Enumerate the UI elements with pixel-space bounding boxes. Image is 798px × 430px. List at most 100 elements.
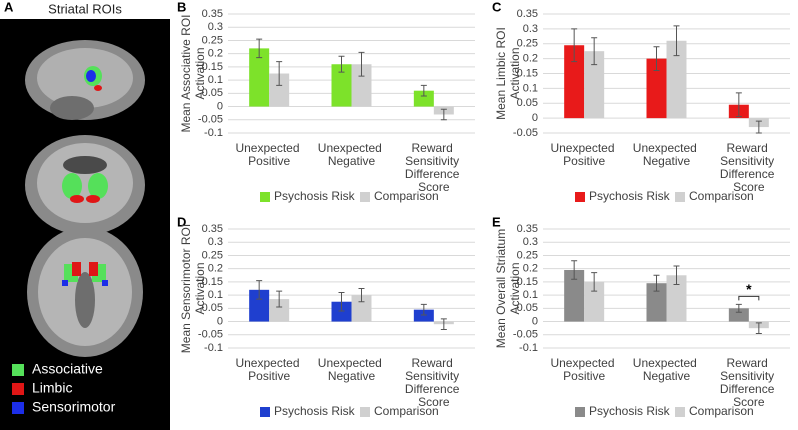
panel-letter: A: [4, 0, 14, 14]
y-tick-label: 0.2: [523, 53, 538, 65]
panel-letter: D: [177, 214, 186, 229]
bar: [331, 64, 352, 107]
panel-title: Striatal ROIs: [48, 1, 122, 16]
y-tick-label: 0: [532, 315, 538, 327]
y-tick-label: 0.1: [523, 82, 538, 94]
legend-swatch: [12, 383, 24, 395]
panel-letter: C: [492, 0, 502, 14]
y-tick-label: 0.1: [523, 289, 538, 301]
y-tick-label: 0: [217, 100, 223, 112]
y-axis-label: Activation: [508, 262, 522, 314]
x-tick-label: Reward Sensitivity Difference Score: [720, 141, 778, 194]
y-tick-label: 0.05: [517, 302, 538, 314]
bar: [728, 308, 749, 322]
bar: [584, 51, 605, 119]
legend-label: Comparison: [689, 404, 754, 418]
error-bar: [420, 303, 427, 316]
y-tick-label: 0.2: [523, 263, 538, 275]
error-bar: [653, 46, 660, 72]
error-bar: [755, 120, 762, 134]
x-tick-label: Unexpected Positive: [235, 356, 302, 383]
x-tick-label: Reward Sensitivity Difference Score: [405, 141, 463, 194]
panel-letter: B: [177, 0, 186, 14]
bar: [413, 309, 434, 322]
error-bar: [591, 272, 598, 292]
y-tick-label: 0.2: [208, 48, 223, 60]
y-axis-label: Mean Overall Striatum: [494, 229, 508, 348]
error-bar: [256, 280, 263, 300]
y-tick-label: 0.35: [517, 223, 538, 235]
x-tick-label: Unexpected Negative: [633, 356, 700, 383]
y-tick-label: 0.25: [202, 249, 223, 261]
y-tick-label: -0.1: [204, 342, 223, 354]
legend-swatch: [360, 407, 370, 417]
error-bar: [256, 38, 263, 59]
y-tick-label: -0.1: [519, 342, 538, 354]
y-tick-label: 0.1: [208, 74, 223, 86]
error-bar: [673, 265, 680, 286]
y-tick-label: 0.15: [517, 67, 538, 79]
bar: [413, 90, 434, 107]
y-tick-label: 0.25: [202, 34, 223, 46]
y-tick-label: -0.05: [198, 114, 223, 126]
legend-label: Associative: [32, 361, 103, 377]
bar: [351, 64, 372, 107]
y-axis-label: Activation: [193, 47, 207, 99]
y-tick-label: 0.3: [523, 236, 538, 248]
y-tick-label: -0.05: [198, 329, 223, 341]
significance-marker: *: [746, 281, 752, 297]
y-axis-label: Mean Sensorimotor ROI: [179, 224, 193, 353]
y-tick-label: 0.35: [517, 8, 538, 20]
y-tick-label: 0.05: [202, 302, 223, 314]
legend-swatch: [675, 192, 685, 202]
y-tick-label: 0.15: [202, 61, 223, 73]
x-tick-label: Reward Sensitivity Difference Score: [720, 356, 778, 409]
legend-swatch: [675, 407, 685, 417]
error-bar: [735, 303, 742, 313]
legend-label: Psychosis Risk: [274, 189, 356, 203]
brain-sagittal: [25, 40, 145, 120]
legend-swatch: [575, 407, 585, 417]
y-tick-label: 0.35: [202, 223, 223, 235]
y-axis-label: Activation: [508, 47, 522, 99]
legend-label: Limbic: [32, 380, 72, 396]
bar: [666, 40, 687, 119]
y-tick-label: 0.3: [208, 21, 223, 33]
error-bar: [755, 322, 762, 334]
legend-label: Comparison: [374, 404, 439, 418]
legend-label: Psychosis Risk: [589, 189, 671, 203]
bar: [666, 275, 687, 322]
y-tick-label: 0.15: [202, 276, 223, 288]
legend-swatch: [575, 192, 585, 202]
y-axis-label: Activation: [193, 262, 207, 314]
error-bar: [338, 55, 345, 73]
x-tick-label: Unexpected Negative: [318, 356, 385, 383]
bar: [249, 289, 270, 322]
y-tick-label: 0.15: [517, 276, 538, 288]
error-bar: [591, 37, 598, 66]
x-tick-label: Unexpected Positive: [550, 141, 617, 168]
y-tick-label: 0.25: [517, 249, 538, 261]
bar: [249, 48, 270, 107]
bar: [269, 299, 290, 322]
y-tick-label: 0.05: [202, 87, 223, 99]
bar: [646, 58, 667, 119]
error-bar: [653, 274, 660, 292]
y-tick-label: 0: [532, 112, 538, 124]
y-tick-label: -0.05: [513, 127, 538, 139]
error-bar: [440, 108, 447, 121]
legend-swatch: [12, 364, 24, 376]
error-bar: [673, 25, 680, 57]
x-tick-label: Unexpected Positive: [550, 356, 617, 383]
legend-swatch: [260, 407, 270, 417]
error-bar: [358, 51, 365, 77]
y-axis-label: Mean Associative ROI: [179, 14, 193, 132]
bar: [269, 73, 290, 107]
legend-swatch: [260, 192, 270, 202]
error-bar: [440, 318, 447, 330]
bar: [564, 269, 585, 322]
x-tick-label: Unexpected Negative: [633, 141, 700, 168]
error-bar: [276, 290, 283, 308]
error-bar: [571, 260, 578, 280]
bar: [646, 283, 667, 322]
